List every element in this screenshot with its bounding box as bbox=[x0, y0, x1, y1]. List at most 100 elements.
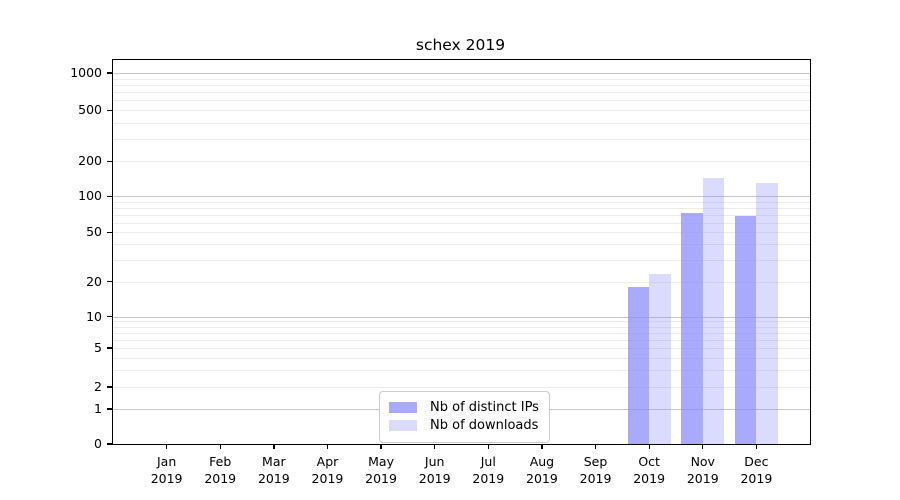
y-tick bbox=[107, 347, 112, 349]
bar bbox=[627, 286, 650, 444]
y-tick-label: 20 bbox=[86, 273, 102, 289]
y-tick-label: 1000 bbox=[70, 65, 102, 81]
x-tick-label-year: 2019 bbox=[740, 471, 773, 486]
gridline-minor bbox=[113, 357, 810, 359]
y-tick bbox=[107, 280, 112, 283]
x-tick bbox=[594, 444, 597, 449]
bar bbox=[734, 215, 757, 444]
x-tick-label-month: Jul bbox=[480, 454, 496, 469]
gridline-major bbox=[113, 196, 810, 198]
y-tick bbox=[107, 160, 112, 162]
x-tick-label: Oct 2019 bbox=[607, 453, 691, 487]
y-tick bbox=[107, 195, 112, 198]
x-tick-label-year: 2019 bbox=[579, 471, 612, 486]
gridline-minor bbox=[113, 100, 810, 102]
x-tick-label: Aug 2019 bbox=[500, 453, 584, 487]
gridline-minor bbox=[113, 281, 810, 283]
x-tick bbox=[755, 444, 758, 449]
x-tick-label-month: Aug bbox=[529, 454, 555, 469]
x-tick-label-year: 2019 bbox=[633, 471, 666, 486]
y-tick-label: 10 bbox=[86, 308, 102, 324]
y-tick-label: 200 bbox=[78, 153, 102, 169]
x-tick-label: Dec 2019 bbox=[714, 453, 798, 487]
x-tick-label-year: 2019 bbox=[257, 471, 290, 486]
gridline-minor bbox=[113, 207, 810, 209]
x-tick-label-year: 2019 bbox=[204, 471, 237, 486]
gridline-minor bbox=[113, 92, 810, 94]
x-tick-label-month: Sep bbox=[583, 454, 608, 469]
bar bbox=[649, 274, 671, 444]
gridline-minor bbox=[113, 138, 810, 140]
gridline-minor bbox=[113, 201, 810, 203]
y-tick bbox=[107, 231, 112, 233]
legend-item: Nb of downloads bbox=[389, 418, 539, 433]
gridline-major bbox=[113, 316, 810, 318]
x-tick bbox=[648, 444, 650, 449]
x-tick-label: Jun 2019 bbox=[393, 453, 477, 487]
gridline-minor bbox=[113, 161, 810, 163]
gridline-minor bbox=[113, 387, 810, 388]
x-tick-label-year: 2019 bbox=[472, 471, 505, 486]
gridline-minor bbox=[113, 232, 810, 234]
x-tick-label-month: Jan bbox=[156, 454, 177, 469]
x-tick-label: Mar 2019 bbox=[232, 453, 316, 487]
gridline-major bbox=[113, 73, 810, 75]
x-tick-label-month: May bbox=[368, 454, 394, 469]
bar bbox=[702, 177, 725, 444]
x-tick bbox=[219, 444, 221, 449]
x-tick bbox=[487, 444, 489, 449]
x-tick-label-month: Dec bbox=[744, 454, 769, 469]
gridline-minor bbox=[113, 339, 810, 341]
gridline-minor bbox=[113, 321, 810, 323]
gridline-minor bbox=[113, 259, 810, 261]
y-tick-label: 0 bbox=[94, 436, 102, 451]
x-tick bbox=[702, 444, 704, 449]
bar bbox=[681, 213, 703, 444]
gridline-minor bbox=[113, 78, 810, 80]
legend-swatch bbox=[389, 402, 417, 413]
bar bbox=[756, 183, 778, 444]
y-tick-label: 50 bbox=[86, 224, 102, 240]
x-tick-label-year: 2019 bbox=[526, 471, 558, 486]
x-tick-label-month: Oct bbox=[638, 454, 660, 469]
x-tick bbox=[380, 444, 382, 449]
x-tick-label: Apr 2019 bbox=[285, 453, 369, 487]
x-tick-label: Feb 2019 bbox=[178, 453, 262, 487]
x-tick-label: May 2019 bbox=[339, 453, 423, 487]
x-tick bbox=[273, 444, 275, 449]
gridline-minor bbox=[113, 84, 810, 86]
gridline-minor bbox=[113, 244, 810, 246]
y-tick bbox=[107, 408, 112, 410]
gridline-minor bbox=[113, 214, 810, 216]
x-tick-label-month: Mar bbox=[262, 454, 286, 469]
legend-item: Nb of distinct IPs bbox=[389, 400, 539, 415]
x-tick-label-month: Apr bbox=[316, 454, 339, 469]
x-tick-label-month: Nov bbox=[690, 454, 715, 469]
chart-title: schex 2019 bbox=[415, 36, 506, 54]
gridline-minor bbox=[113, 222, 810, 224]
y-tick-label: 2 bbox=[94, 379, 102, 394]
y-tick bbox=[107, 386, 112, 388]
y-tick-label: 5 bbox=[94, 340, 102, 355]
y-tick-label: 500 bbox=[78, 102, 102, 118]
y-tick bbox=[107, 72, 112, 74]
x-tick-label: Sep 2019 bbox=[554, 453, 638, 487]
x-tick-label: Nov 2019 bbox=[661, 453, 745, 487]
gridline-minor bbox=[113, 110, 810, 112]
x-tick-label-year: 2019 bbox=[686, 471, 719, 486]
y-tick-label: 100 bbox=[78, 188, 102, 204]
x-tick-label: Jul 2019 bbox=[446, 453, 530, 487]
y-tick bbox=[107, 109, 112, 111]
x-tick bbox=[326, 444, 329, 449]
x-tick-label-year: 2019 bbox=[418, 471, 451, 486]
legend-swatch bbox=[389, 420, 417, 431]
plot-area bbox=[112, 59, 811, 445]
x-tick bbox=[541, 444, 543, 449]
y-tick-label: 1 bbox=[94, 400, 102, 416]
legend: Nb of distinct IPs Nb of downloads bbox=[379, 391, 550, 443]
x-tick-label-month: Feb bbox=[209, 454, 232, 469]
x-tick bbox=[434, 444, 436, 449]
gridline-minor bbox=[113, 369, 810, 371]
x-tick-label-year: 2019 bbox=[150, 471, 183, 486]
